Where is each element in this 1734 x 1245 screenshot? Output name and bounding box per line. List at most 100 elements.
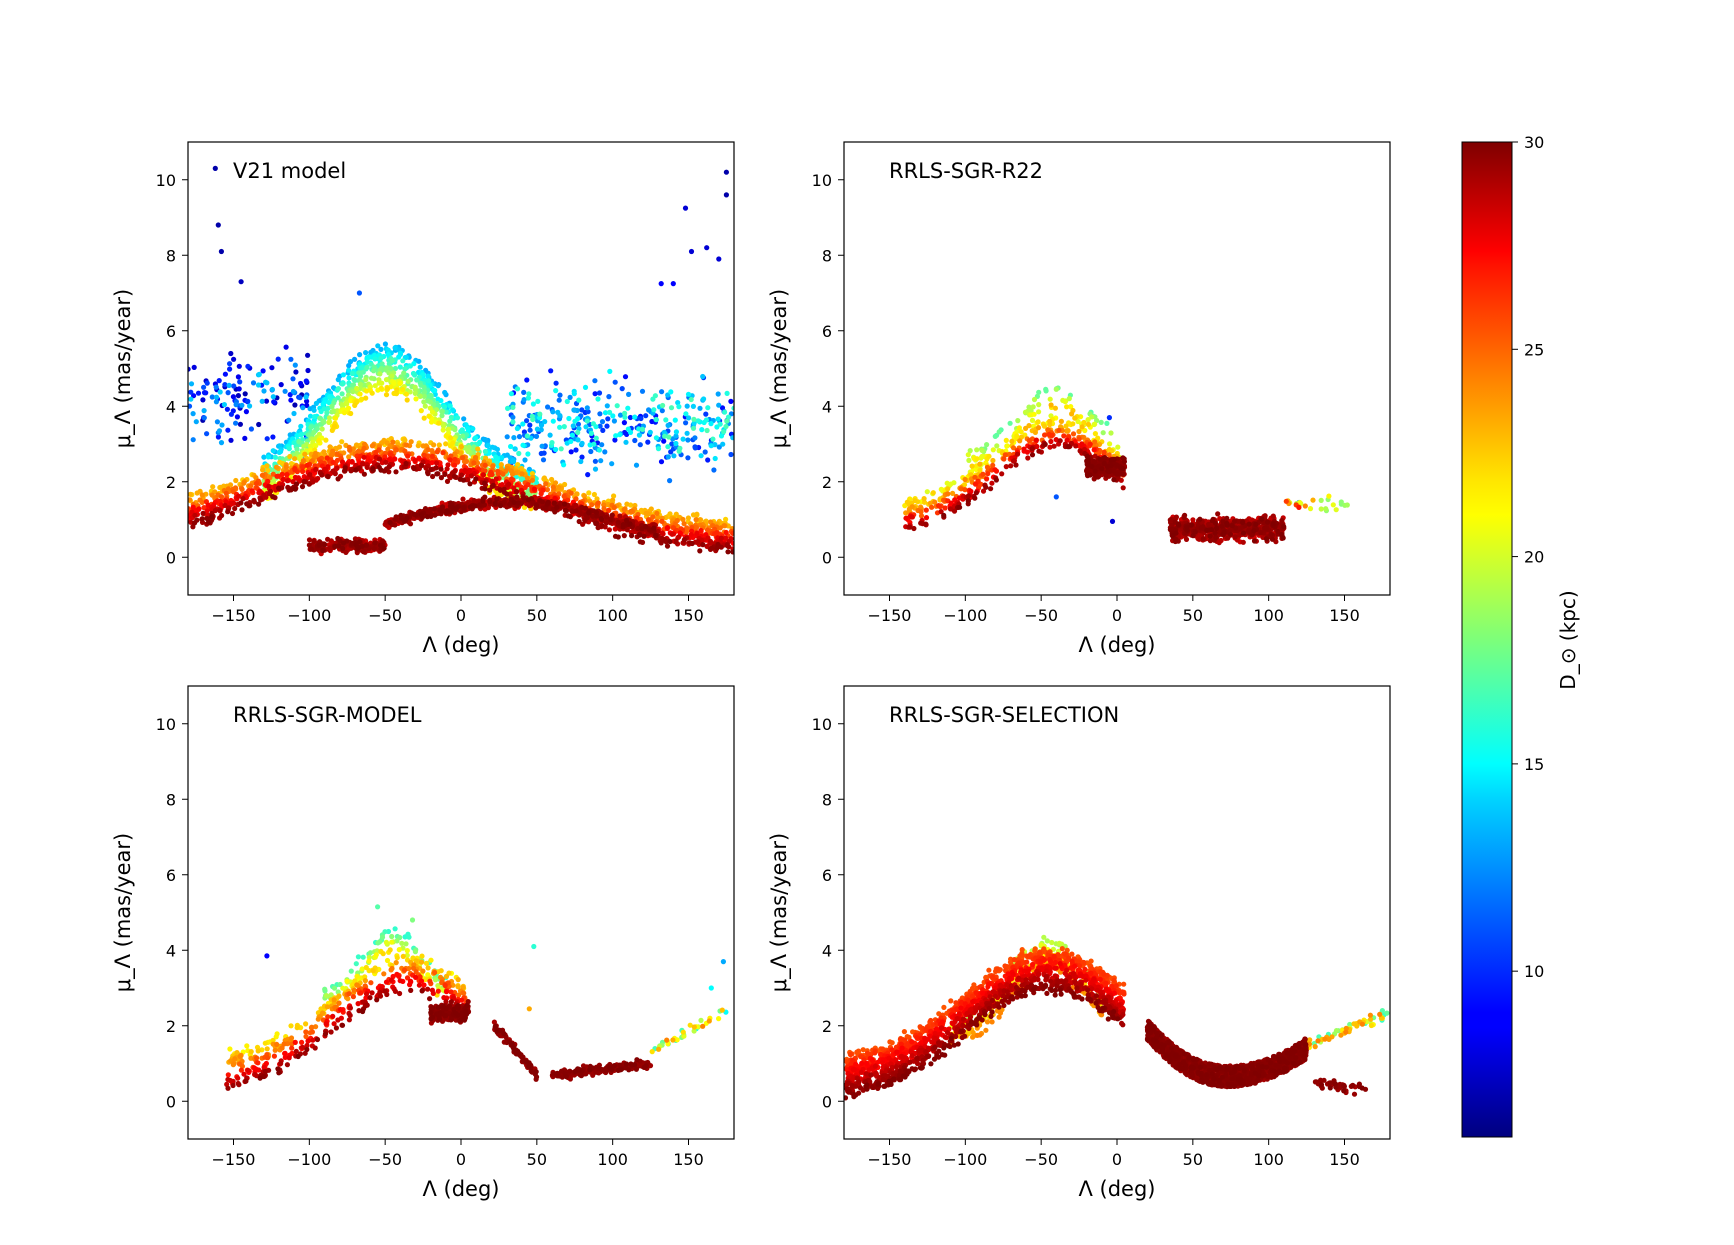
scatter-point bbox=[379, 361, 385, 367]
scatter-point bbox=[188, 396, 194, 402]
scatter-point bbox=[725, 414, 732, 420]
scatter-point bbox=[233, 477, 239, 484]
scatter-point bbox=[1029, 446, 1035, 452]
scatter-point bbox=[382, 341, 388, 347]
scatter-point bbox=[384, 386, 391, 392]
scatter-point bbox=[1087, 441, 1093, 447]
scatter-point bbox=[1053, 437, 1059, 443]
scatter-point bbox=[595, 525, 601, 531]
scatter-point bbox=[313, 466, 319, 473]
y-tick-label: 2 bbox=[166, 473, 176, 492]
scatter-point bbox=[521, 397, 527, 403]
scatter-point bbox=[510, 404, 516, 410]
scatter-point bbox=[527, 422, 533, 428]
scatter-point bbox=[533, 502, 540, 508]
scatter-point bbox=[319, 426, 325, 432]
scatter-point bbox=[340, 372, 346, 378]
scatter-point bbox=[372, 540, 378, 546]
scatter-point bbox=[494, 446, 500, 452]
scatter-point bbox=[482, 480, 488, 486]
scatter-point bbox=[321, 406, 327, 412]
scatter-point bbox=[368, 375, 375, 381]
scatter-point bbox=[1318, 506, 1324, 512]
scatter-point bbox=[330, 448, 336, 454]
scatter-point bbox=[613, 433, 619, 439]
scatter-point bbox=[514, 425, 521, 432]
scatter-point bbox=[393, 447, 399, 453]
scatter-point bbox=[349, 458, 355, 465]
scatter-point bbox=[695, 418, 701, 424]
scatter-point bbox=[276, 449, 282, 455]
scatter-point bbox=[301, 479, 307, 485]
scatter-point bbox=[458, 428, 464, 435]
scatter-point bbox=[1018, 429, 1024, 435]
scatter-point bbox=[499, 482, 505, 488]
scatter-point bbox=[306, 537, 313, 543]
scatter-point bbox=[453, 506, 459, 512]
scatter-point bbox=[346, 363, 352, 369]
scatter-point bbox=[428, 466, 434, 473]
scatter-point bbox=[299, 484, 306, 490]
scatter-point bbox=[292, 486, 298, 492]
scatter-point bbox=[342, 465, 348, 471]
scatter-point bbox=[581, 493, 588, 499]
scatter-point bbox=[542, 419, 548, 425]
scatter-point bbox=[715, 541, 721, 548]
scatter-point bbox=[584, 405, 590, 411]
scatter-point bbox=[510, 414, 516, 420]
scatter-point bbox=[643, 510, 649, 516]
scatter-point bbox=[240, 496, 246, 502]
scatter-point bbox=[1056, 427, 1062, 433]
scatter-point bbox=[582, 384, 589, 390]
scatter-point bbox=[1064, 437, 1070, 443]
scatter-point bbox=[458, 444, 464, 450]
scatter-point bbox=[463, 458, 470, 464]
scatter-point bbox=[1323, 506, 1329, 512]
scatter-point bbox=[531, 486, 538, 492]
scatter-point bbox=[722, 409, 728, 415]
scatter-point bbox=[990, 462, 996, 468]
scatter-point bbox=[514, 489, 520, 495]
scatter-point bbox=[412, 390, 418, 396]
scatter-point bbox=[624, 527, 630, 533]
scatter-point bbox=[373, 449, 379, 455]
scatter-point bbox=[535, 398, 541, 404]
scatter-point bbox=[980, 488, 987, 494]
scatter-point bbox=[637, 442, 643, 448]
scatter-point bbox=[241, 480, 247, 486]
scatter-point bbox=[477, 502, 483, 508]
scatter-point bbox=[239, 507, 245, 513]
scatter-point bbox=[1069, 411, 1075, 417]
scatter-point bbox=[684, 525, 690, 531]
scatter-point bbox=[363, 376, 369, 383]
scatter-point bbox=[633, 462, 640, 468]
scatter-point bbox=[418, 408, 424, 414]
scatter-point bbox=[270, 478, 277, 484]
scatter-point bbox=[447, 403, 453, 409]
scatter-point bbox=[730, 549, 734, 555]
scatter-point bbox=[452, 462, 458, 468]
scatter-point bbox=[209, 394, 215, 400]
scatter-point bbox=[614, 403, 620, 409]
scatter-point bbox=[688, 532, 694, 538]
scatter-point bbox=[190, 504, 196, 510]
scatter-point bbox=[335, 386, 341, 392]
scatter-point bbox=[233, 420, 239, 426]
scatter-point bbox=[569, 508, 575, 514]
scatter-point bbox=[283, 464, 289, 470]
scatter-point bbox=[1101, 449, 1107, 455]
scatter-point bbox=[1079, 424, 1085, 430]
scatter-point bbox=[918, 520, 924, 526]
scatter-point bbox=[1232, 534, 1238, 540]
scatter-point bbox=[1106, 415, 1112, 421]
scatter-point bbox=[661, 438, 667, 444]
scatter-point bbox=[1107, 441, 1113, 447]
scatter-point bbox=[288, 461, 295, 467]
scatter-point bbox=[204, 380, 210, 386]
scatter-point bbox=[554, 504, 560, 510]
scatter-point bbox=[217, 484, 223, 490]
scatter-point bbox=[673, 440, 679, 447]
scatter-point bbox=[470, 426, 476, 432]
scatter-point bbox=[452, 468, 458, 474]
scatter-point bbox=[525, 395, 532, 401]
